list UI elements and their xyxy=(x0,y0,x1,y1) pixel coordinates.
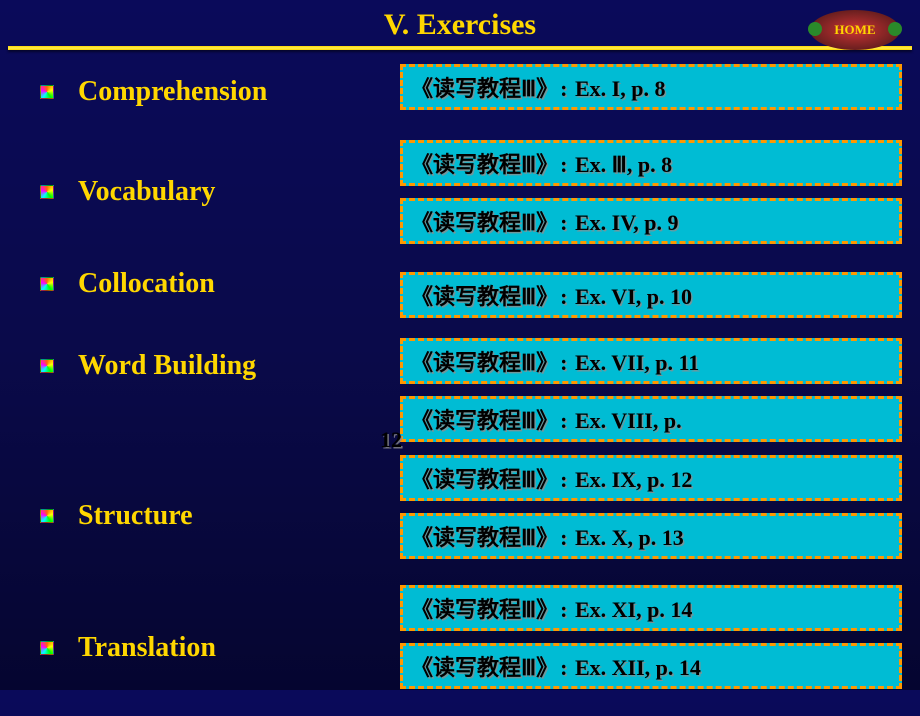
category-label: Translation xyxy=(78,632,216,664)
exercise-prefix: 《读写教程Ⅲ》 xyxy=(411,284,558,309)
exercise-prefix: 《读写教程Ⅲ》 xyxy=(411,467,558,492)
bullet-icon xyxy=(40,277,54,291)
exercise-prefix: 《读写教程Ⅲ》 xyxy=(411,525,558,550)
home-button[interactable]: HOME xyxy=(810,10,900,50)
category-structure: Structure xyxy=(40,500,400,532)
bullet-icon xyxy=(40,85,54,99)
category-label: Structure xyxy=(78,500,193,532)
exercise-ref: Ex. IX, p. 12 xyxy=(575,467,692,492)
exercise-ref: Ex. XII, p. 14 xyxy=(575,655,701,680)
exercise-colon: : xyxy=(560,284,567,309)
exercise-ref: Ex. VII, p. 11 xyxy=(575,350,699,375)
exercise-prefix: 《读写教程Ⅲ》 xyxy=(411,655,558,680)
exercise-link[interactable]: 《读写教程Ⅲ》: Ex. IX, p. 12 xyxy=(400,455,902,501)
category-comprehension: Comprehension xyxy=(40,76,400,108)
content-area: Comprehension Vocabulary Collocation Wor… xyxy=(0,50,920,716)
exercise-link[interactable]: 《读写教程Ⅲ》: Ex. XII, p. 14 xyxy=(400,643,902,689)
exercise-ref: Ex. Ⅲ, p. 8 xyxy=(575,152,672,177)
exercise-ref: Ex. IV, p. 9 xyxy=(575,210,679,235)
category-label: Word Building xyxy=(78,350,256,382)
exercise-colon: : xyxy=(560,655,567,680)
home-label: HOME xyxy=(834,22,875,38)
exercise-link[interactable]: 《读写教程Ⅲ》: Ex. I, p. 8 xyxy=(400,64,902,110)
exercise-colon: : xyxy=(560,152,567,177)
category-label: Comprehension xyxy=(78,76,267,108)
category-collocation: Collocation xyxy=(40,268,400,300)
bullet-icon xyxy=(40,185,54,199)
exercise-prefix: 《读写教程Ⅲ》 xyxy=(411,597,558,622)
exercise-ref: Ex. X, p. 13 xyxy=(575,525,684,550)
exercise-ref: Ex. I, p. 8 xyxy=(575,76,665,101)
exercise-colon: : xyxy=(560,76,567,101)
exercise-prefix: 《读写教程Ⅲ》 xyxy=(411,350,558,375)
exercise-link[interactable]: 《读写教程Ⅲ》: Ex. VI, p. 10 xyxy=(400,272,902,318)
category-vocabulary: Vocabulary xyxy=(40,176,400,208)
bullet-icon xyxy=(40,359,54,373)
exercise-prefix: 《读写教程Ⅲ》 xyxy=(411,152,558,177)
exercise-link[interactable]: 《读写教程Ⅲ》: Ex. VII, p. 11 xyxy=(400,338,902,384)
category-label: Collocation xyxy=(78,268,215,300)
exercise-prefix: 《读写教程Ⅲ》 xyxy=(411,408,558,433)
exercise-link[interactable]: 《读写教程Ⅲ》: Ex. XI, p. 14 xyxy=(400,585,902,631)
exercise-colon: : xyxy=(560,525,567,550)
exercise-link[interactable]: 《读写教程Ⅲ》: Ex. Ⅲ, p. 8 xyxy=(400,140,902,186)
exercise-ref: Ex. XI, p. 14 xyxy=(575,597,692,622)
exercise-colon: : xyxy=(560,597,567,622)
category-translation: Translation xyxy=(40,632,400,664)
exercise-prefix: 《读写教程Ⅲ》 xyxy=(411,76,558,101)
exercises-column: 《读写教程Ⅲ》: Ex. I, p. 8 《读写教程Ⅲ》: Ex. Ⅲ, p. … xyxy=(400,64,902,716)
bullet-icon xyxy=(40,641,54,655)
exercise-ref: Ex. VI, p. 10 xyxy=(575,284,692,309)
category-wordbuilding: Word Building xyxy=(40,350,400,382)
exercise-colon: : xyxy=(560,408,567,433)
bullet-icon xyxy=(40,509,54,523)
categories-column: Comprehension Vocabulary Collocation Wor… xyxy=(40,64,400,716)
exercise-colon: : xyxy=(560,467,567,492)
exercise-colon: : xyxy=(560,350,567,375)
exercise-colon: : xyxy=(560,210,567,235)
exercise-link[interactable]: 《读写教程Ⅲ》: Ex. IV, p. 9 xyxy=(400,198,902,244)
category-label: Vocabulary xyxy=(78,176,215,208)
exercise-ref: Ex. VIII, p. xyxy=(575,408,682,433)
exercise-prefix: 《读写教程Ⅲ》 xyxy=(411,210,558,235)
exercise-link[interactable]: 《读写教程Ⅲ》: Ex. X, p. 13 xyxy=(400,513,902,559)
page-title: V. Exercises xyxy=(0,0,920,46)
